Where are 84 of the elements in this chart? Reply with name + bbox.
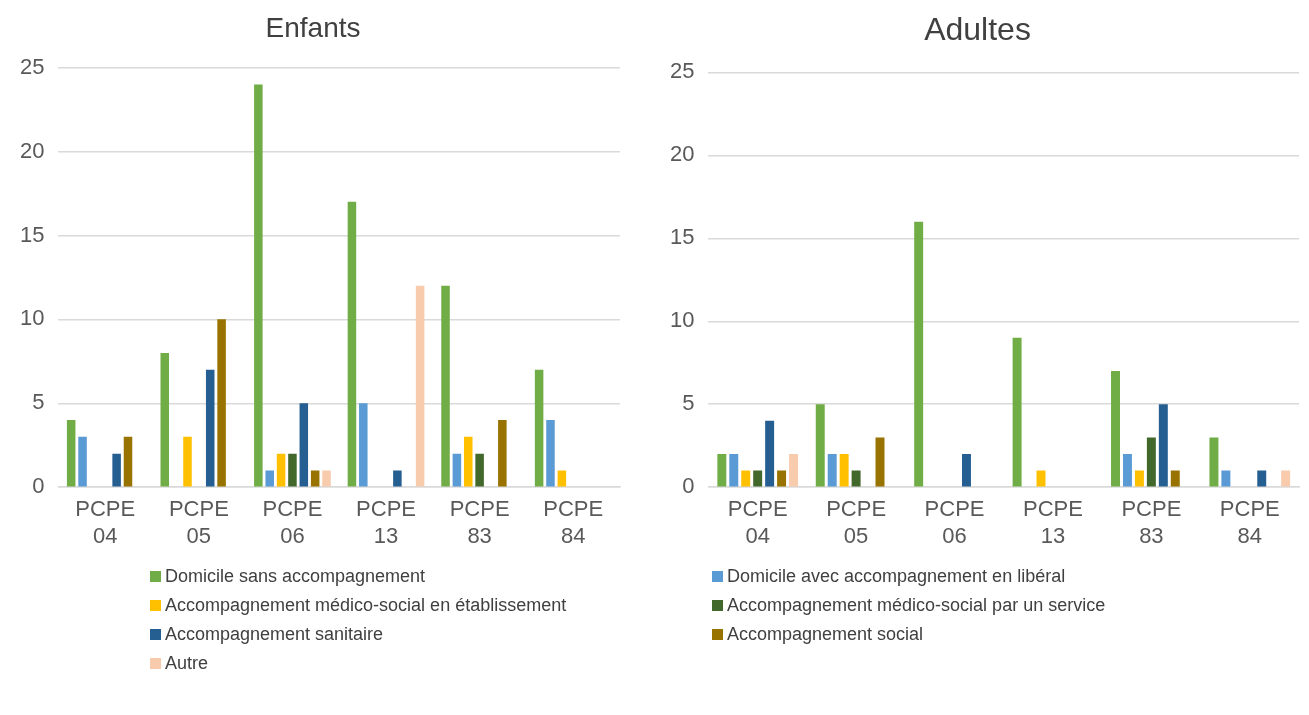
bar [322, 470, 331, 487]
x-tick-label: PCPE 05 [168, 496, 229, 548]
bar [463, 436, 473, 487]
legend-label: Accompagnement médico-social en établissement [165, 595, 567, 616]
bar [1257, 470, 1267, 487]
bar [1209, 437, 1219, 487]
y-tick-label: 10 [669, 307, 695, 333]
legend-label: Accompagnement social [727, 624, 924, 645]
y-tick-label: 10 [19, 305, 45, 331]
x-tick-label: PCPE 04 [75, 496, 136, 548]
bar [789, 454, 799, 487]
x-tick-label: PCPE 83 [449, 496, 510, 548]
bar [717, 454, 727, 487]
bar [827, 454, 837, 487]
bar [441, 285, 450, 487]
bar [160, 352, 170, 487]
y-tick-label: 5 [32, 389, 45, 415]
bar [123, 436, 133, 487]
x-tick-label: PCPE 84 [543, 496, 604, 548]
bar [475, 453, 484, 487]
bar [557, 470, 567, 487]
y-tick-label: 20 [19, 137, 45, 163]
bar [78, 436, 87, 487]
bar [777, 470, 787, 487]
bar [1158, 404, 1168, 487]
y-tick-label: 5 [682, 390, 695, 416]
bar [498, 420, 507, 487]
bar [914, 221, 924, 487]
bar [961, 454, 971, 487]
bar [546, 420, 555, 487]
x-tick-label: PCPE 04 [727, 496, 788, 548]
y-tick-label: 25 [669, 58, 695, 84]
bar [839, 454, 849, 487]
chart-title: Adultes [924, 11, 1031, 48]
bar [205, 369, 215, 487]
bar [276, 453, 286, 487]
bar [452, 453, 462, 487]
x-tick-label: PCPE 13 [356, 496, 416, 548]
bar [534, 369, 544, 487]
x-tick-label: PCPE 05 [826, 496, 887, 548]
bar [359, 403, 368, 487]
bar [347, 201, 357, 487]
bar [299, 403, 309, 487]
x-tick-label: PCPE 06 [262, 496, 323, 548]
bar [393, 470, 402, 487]
y-tick-label: 25 [19, 53, 45, 79]
legend-label: Domicile avec accompagnement en libéral [727, 566, 1066, 587]
y-tick-label: 20 [669, 141, 695, 167]
bar [217, 319, 226, 487]
legend-label: Accompagnement sanitaire [165, 624, 384, 645]
bar [1146, 437, 1156, 487]
bar [729, 454, 739, 487]
y-tick-label: 15 [19, 221, 45, 247]
x-tick-label: PCPE 84 [1219, 496, 1280, 548]
bar [1122, 454, 1132, 487]
bar [1221, 470, 1231, 487]
x-tick-label: PCPE 06 [924, 496, 985, 548]
legend-label: Domicile sans accompagnement [165, 566, 426, 587]
bar [765, 420, 775, 487]
chart-title: Enfants [265, 11, 361, 43]
bar [415, 285, 425, 487]
y-tick-label: 0 [682, 473, 695, 499]
bar [741, 470, 751, 487]
y-tick-label: 15 [669, 224, 695, 250]
bar [1111, 371, 1120, 487]
bar [66, 420, 76, 487]
x-tick-label: PCPE 13 [1022, 496, 1083, 548]
bar [183, 436, 192, 487]
x-tick-label: PCPE 83 [1121, 496, 1182, 548]
bar [815, 404, 825, 487]
bar [112, 453, 121, 487]
bar [288, 453, 297, 487]
y-tick-label: 0 [32, 473, 45, 499]
bar [851, 470, 861, 487]
legend-label: Autre [165, 653, 209, 674]
bar [310, 470, 320, 487]
bar [1170, 470, 1180, 487]
legend-label: Accompagnement médico-social par un service [727, 595, 1106, 616]
bar [265, 470, 274, 487]
bar [753, 470, 763, 487]
bar [254, 84, 263, 487]
bar [1012, 337, 1022, 487]
bar [1281, 470, 1291, 487]
bar [1134, 470, 1144, 487]
